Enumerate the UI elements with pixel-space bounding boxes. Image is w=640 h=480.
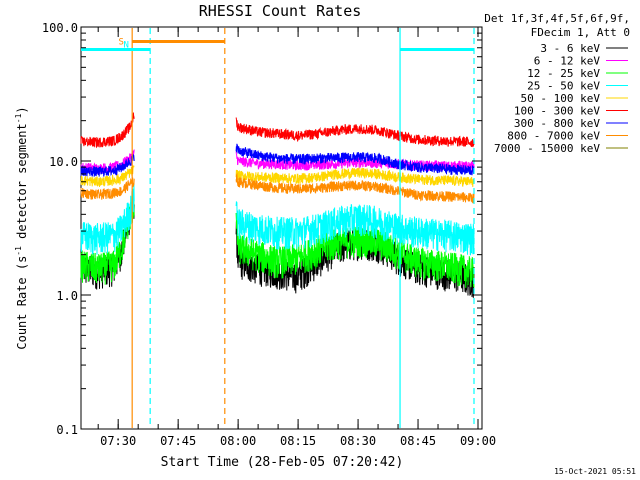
series-line [80,177,135,200]
x-tick-label: 09:00 [460,434,496,448]
legend-entry-label: 100 - 300 keV [514,105,600,118]
y-tick-label: 1.0 [56,289,78,303]
series-line [80,165,135,188]
legend-entry-label: 25 - 50 keV [527,80,600,93]
legend-entry-label: 6 - 12 keV [534,55,601,68]
series-line [80,154,135,177]
series-line [235,172,475,204]
y-axis-label-part-1: Count Rate (s [15,256,29,350]
y-axis-label-exponent-1: -1 [14,246,23,256]
series-line [235,117,475,148]
y-tick-label: 100.0 [42,21,78,35]
y-axis-label-exponent-2: -1 [14,113,23,123]
attenuator-flag-label: S [118,37,123,47]
series-line [80,183,135,255]
plot-frame [80,26,483,430]
x-axis-label: Start Time (28-Feb-05 07:20:42) [161,455,404,470]
x-tick-label: 08:30 [340,434,376,448]
series-line [235,212,475,288]
legend-entry-label: 300 - 800 keV [514,117,600,130]
legend-entry-label: 50 - 100 keV [521,92,601,105]
legend-header-line-2: FDecim 1, Att 0 [531,26,630,39]
legend-entry-label: 800 - 7000 keV [507,130,600,143]
series-line [235,201,475,256]
y-axis-label: Count Rate (s-1 detector segment-1) [14,106,29,349]
y-axis-label-part-3: ) [15,106,29,113]
chart-title: RHESSI Count Rates [199,2,362,20]
axis-layer: 0.1 1.0 10.0 100.0 07:30 07:45 08:00 08:15 08:30… [42,21,496,448]
series-line [235,167,475,187]
x-tick-label: 07:30 [100,434,136,448]
x-tick-label: 07:45 [160,434,196,448]
legend-entry-label: 3 - 6 keV [540,42,600,55]
legend-header-line-1: Det 1f,3f,4f,5f,6f,9f, [484,12,630,25]
series-line [80,112,135,149]
y-tick-label: 10.0 [49,155,78,169]
saa-flag-label: N [123,40,128,50]
legend-entry-label: 7000 - 15000 keV [494,142,600,155]
plot-area: NS 0.1 1.0 10.0 100.0 07:30 07:45 08:00 08:15 08… [42,21,496,448]
x-tick-label: 08:45 [400,434,436,448]
marker-layer: NS [81,28,475,428]
series-layer [80,112,475,298]
timestamp: 15-Oct-2021 05:51 [554,467,636,476]
y-axis-label-part-2: detector segment [15,123,29,246]
legend: Det 1f,3f,4f,5f,6f,9f, FDecim 1, Att 0 3… [484,12,630,155]
legend-entry-label: 12 - 25 keV [527,67,600,80]
y-tick-label: 0.1 [56,423,78,437]
series-line [235,143,475,176]
x-tick-label: 08:15 [280,434,316,448]
x-tick-label: 08:00 [220,434,256,448]
